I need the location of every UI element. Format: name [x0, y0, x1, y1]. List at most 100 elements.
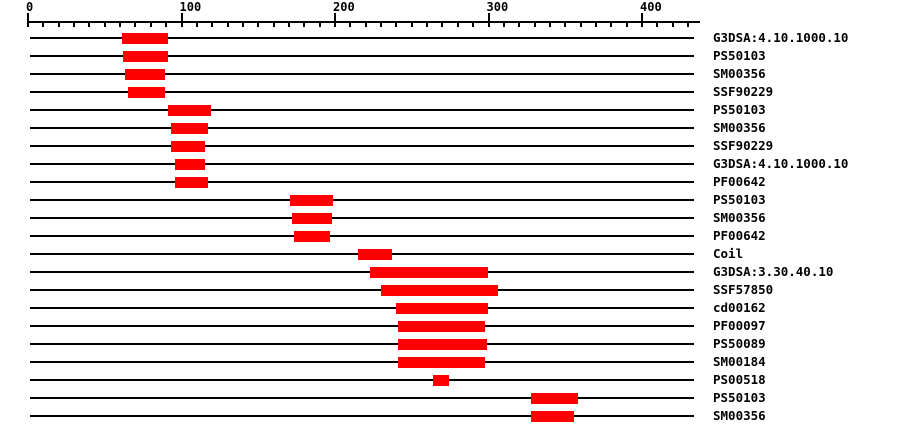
- ruler-minor-tick: [149, 21, 152, 27]
- domain-bar: [121, 33, 168, 44]
- track-label: G3DSA:3.30.40.10: [713, 264, 834, 279]
- track-label: SSF90229: [713, 84, 774, 99]
- ruler-minor-tick: [656, 21, 659, 27]
- track-line: [30, 415, 694, 417]
- ruler-minor-tick: [103, 21, 106, 27]
- domain-bar: [370, 267, 489, 278]
- ruler-tick-label: 300: [486, 0, 509, 14]
- track-label: SSF57850: [713, 282, 774, 297]
- track-label: PS50103: [713, 102, 766, 117]
- track-label: PS50103: [713, 390, 766, 405]
- track-line: [30, 109, 694, 111]
- domain-bar: [381, 285, 498, 296]
- track-line: [30, 379, 694, 381]
- ruler-tick-label: 400: [640, 0, 662, 14]
- track-line: [30, 361, 694, 363]
- track-label: PF00097: [713, 318, 766, 333]
- track-label: SM00356: [713, 66, 766, 81]
- domain-bar: [396, 303, 489, 314]
- track-label: PS00518: [713, 372, 766, 387]
- track-line: [30, 199, 694, 201]
- ruler-minor-tick: [73, 21, 76, 27]
- ruler-major-tick: [180, 13, 183, 27]
- track-line: [30, 235, 694, 237]
- track-line: [30, 307, 694, 309]
- ruler-minor-tick: [134, 21, 137, 27]
- track-label: PS50089: [713, 336, 766, 351]
- domain-bar: [167, 105, 211, 116]
- ruler-minor-tick: [610, 21, 613, 27]
- track-label: SM00356: [713, 120, 766, 135]
- track-label: PF00642: [713, 174, 766, 189]
- domain-bar: [397, 357, 486, 368]
- ruler-axis-line: [28, 21, 700, 23]
- domain-bar: [175, 177, 208, 188]
- domain-bar: [531, 393, 578, 404]
- ruler-minor-tick: [472, 21, 475, 27]
- domain-bar: [123, 51, 168, 62]
- ruler-minor-tick: [594, 21, 597, 27]
- ruler-minor-tick: [671, 21, 674, 27]
- track-line: [30, 163, 694, 165]
- ruler-tick-label: 200: [333, 0, 355, 14]
- ruler-major-tick: [487, 13, 490, 27]
- ruler-minor-tick: [410, 21, 413, 27]
- track-line: [30, 91, 694, 93]
- track-label: SM00356: [713, 210, 766, 225]
- ruler-tick-label: 100: [179, 0, 202, 14]
- ruler-minor-tick: [364, 21, 367, 27]
- track-line: [30, 397, 694, 399]
- domain-bar: [433, 375, 449, 386]
- ruler-minor-tick: [226, 21, 229, 27]
- ruler-minor-tick: [548, 21, 551, 27]
- track-line: [30, 325, 694, 327]
- ruler-minor-tick: [349, 21, 352, 27]
- ruler-major-tick: [27, 13, 29, 27]
- track-label: SM00184: [713, 354, 766, 369]
- domain-bar: [170, 141, 205, 152]
- domain-bar: [175, 159, 205, 170]
- track-label: SSF90229: [713, 138, 774, 153]
- track-label: Coil: [713, 246, 744, 261]
- ruler-minor-tick: [119, 21, 122, 27]
- ruler-minor-tick: [426, 21, 429, 27]
- domain-bar: [531, 411, 575, 422]
- track-line: [30, 145, 694, 147]
- ruler-major-tick: [334, 13, 336, 27]
- track-label: G3DSA:4.10.1000.10: [713, 30, 849, 45]
- domain-bar: [127, 87, 165, 98]
- track-line: [30, 289, 694, 291]
- ruler-minor-tick: [241, 21, 244, 27]
- track-label: cd00162: [713, 300, 766, 315]
- domain-bar: [290, 195, 334, 206]
- ruler-minor-tick: [57, 21, 60, 27]
- track-line: [30, 37, 694, 39]
- ruler-minor-tick: [88, 21, 91, 27]
- domain-bar: [292, 213, 332, 224]
- ruler-minor-tick: [395, 21, 398, 27]
- ruler-minor-tick: [441, 21, 444, 27]
- ruler-minor-tick: [687, 21, 690, 27]
- ruler-minor-tick: [272, 21, 275, 27]
- track-line: [30, 271, 694, 273]
- ruler-minor-tick: [257, 21, 260, 27]
- domain-bar: [358, 249, 392, 260]
- domain-bar: [397, 321, 486, 332]
- track-label: PF00642: [713, 228, 766, 243]
- track-label: PS50103: [713, 192, 766, 207]
- ruler-minor-tick: [502, 21, 505, 27]
- ruler-minor-tick: [579, 21, 582, 27]
- ruler-minor-tick: [287, 21, 290, 27]
- ruler-tick-label: 0: [26, 0, 34, 14]
- ruler-minor-tick: [42, 21, 45, 27]
- ruler-minor-tick: [564, 21, 567, 27]
- track-line: [30, 343, 694, 345]
- ruler-minor-tick: [303, 21, 306, 27]
- ruler-minor-tick: [456, 21, 459, 27]
- ruler-minor-tick: [211, 21, 214, 27]
- domain-bar: [124, 69, 165, 80]
- track-label: G3DSA:4.10.1000.10: [713, 156, 849, 171]
- track-line: [30, 55, 694, 57]
- ruler-minor-tick: [380, 21, 383, 27]
